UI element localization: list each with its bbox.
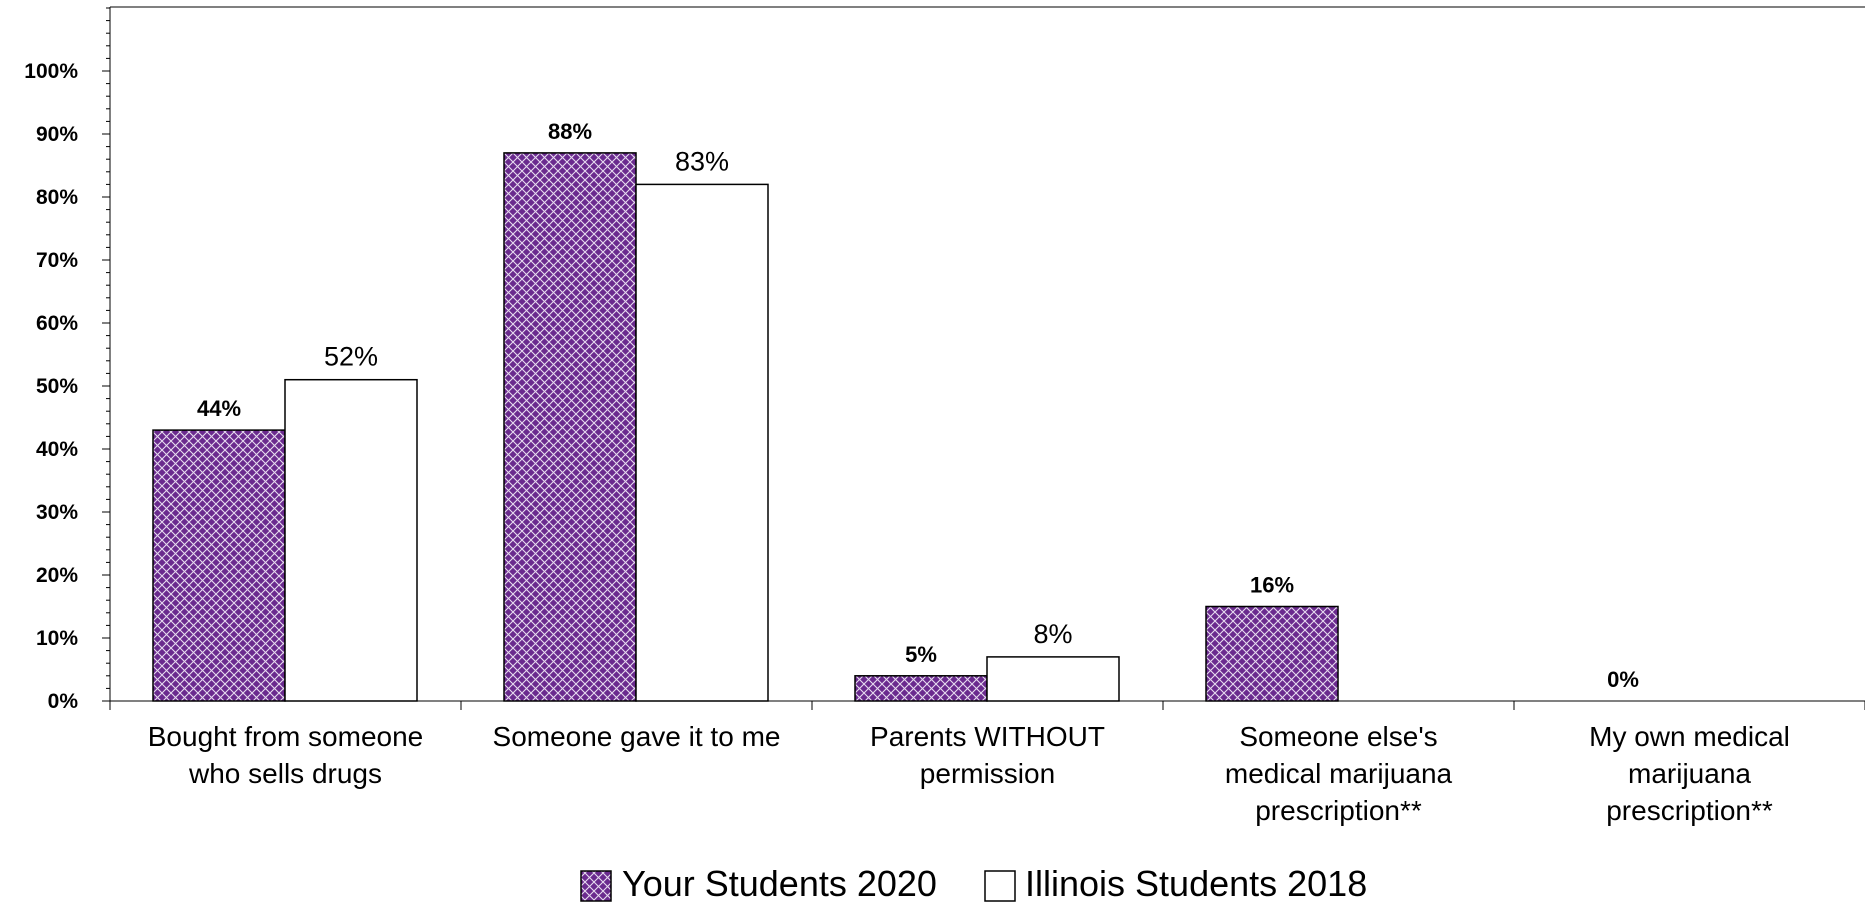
bar-illinois-students-2018 — [284, 378, 418, 702]
x-category-label: who sells drugs — [188, 758, 382, 789]
legend-swatch-illinois-students-2018 — [984, 870, 1016, 902]
data-label: 16% — [1250, 573, 1294, 598]
x-category-label: prescription** — [1606, 795, 1773, 826]
data-label: 44% — [197, 396, 241, 421]
data-label: 0% — [1607, 667, 1639, 692]
data-label: 8% — [1033, 619, 1072, 649]
y-axis: 0% 10% 20% 30% 40% 50% 60% 70% 80% 90% 100% — [24, 7, 110, 713]
x-category-label: Someone else's — [1239, 721, 1437, 752]
y-tick-label: 60% — [36, 312, 78, 335]
x-category-label: Parents WITHOUT — [870, 721, 1105, 752]
bar-your-students-2020 — [854, 675, 988, 702]
y-tick-label: 80% — [36, 186, 78, 209]
data-label: 52% — [324, 342, 378, 372]
bar-illinois-students-2018 — [986, 656, 1120, 702]
x-axis: Bought from someone who sells drugs Someon… — [109, 700, 1865, 826]
legend-swatch-your-students-2020 — [580, 870, 612, 902]
data-label: 83% — [675, 146, 729, 176]
x-category-label: prescription** — [1255, 795, 1422, 826]
y-tick-label: 30% — [36, 501, 78, 524]
bar-your-students-2020 — [152, 429, 286, 702]
plot-frame — [109, 6, 1865, 701]
y-tick-label: 70% — [36, 249, 78, 272]
x-category-label: permission — [920, 758, 1055, 789]
data-label: 88% — [548, 119, 592, 144]
y-tick-label: 0% — [48, 690, 79, 713]
x-category-label: My own medical — [1589, 721, 1790, 752]
x-category-label: Someone gave it to me — [493, 721, 781, 752]
bars — [152, 152, 1339, 702]
x-category-label: Bought from someone — [148, 721, 424, 752]
y-tick-label: 90% — [36, 123, 78, 146]
y-tick-label: 40% — [36, 438, 78, 461]
bar-your-students-2020 — [503, 152, 637, 702]
data-labels: 44% 88% 5% 16% 0% 52% 83% 8% — [197, 119, 1639, 692]
data-label: 5% — [905, 642, 937, 667]
y-tick-label: 20% — [36, 564, 78, 587]
legend-label-illinois-students-2018: Illinois Students 2018 — [1025, 863, 1367, 902]
bar-your-students-2020 — [1205, 605, 1339, 702]
y-tick-label: 100% — [24, 60, 78, 83]
legend: Your Students 2020 Illinois Students 2018 — [580, 863, 1367, 902]
x-category-label: marijuana — [1628, 758, 1751, 789]
bar-illinois-students-2018 — [635, 183, 769, 702]
y-tick-label: 10% — [36, 627, 78, 650]
legend-label-your-students-2020: Your Students 2020 — [622, 863, 937, 902]
x-category-label: medical marijuana — [1225, 758, 1453, 789]
y-tick-label: 50% — [36, 375, 78, 398]
